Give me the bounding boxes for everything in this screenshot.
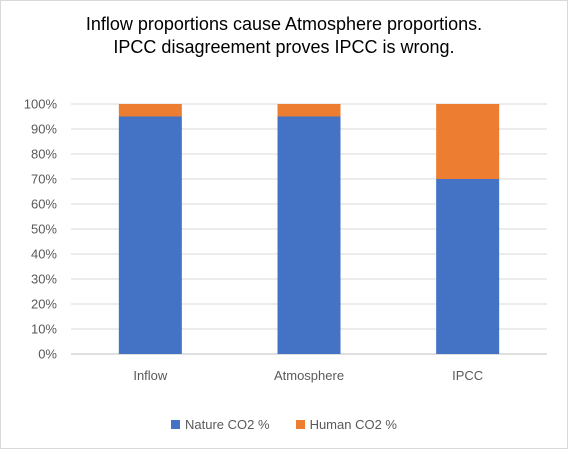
y-tick-label: 60% [31, 197, 57, 212]
legend-label-human: Human CO2 % [309, 417, 397, 432]
y-tick-label: 50% [31, 222, 57, 237]
x-tick-label: Atmosphere [274, 368, 344, 383]
bar-nature-inflow [118, 116, 182, 354]
bar-nature-ipcc [436, 179, 500, 354]
bar-human-inflow [118, 104, 182, 117]
y-tick-label: 80% [31, 147, 57, 162]
legend-swatch-nature [171, 420, 181, 429]
bar-human-atmosphere [277, 104, 341, 117]
y-tick-label: 0% [38, 347, 57, 362]
legend: Nature CO2 % Human CO2 % [1, 417, 567, 432]
x-tick-label: Inflow [133, 368, 168, 383]
x-tick-label: IPCC [452, 368, 483, 383]
bar-human-ipcc [436, 104, 500, 179]
chart-title-line-1: Inflow proportions cause Atmosphere prop… [85, 14, 483, 34]
chart-title-line-2: IPCC disagreement proves IPCC is wrong. [113, 37, 455, 57]
legend-swatch-human [295, 420, 305, 429]
y-tick-label: 100% [24, 97, 58, 112]
y-tick-label: 70% [31, 172, 57, 187]
y-tick-label: 10% [31, 322, 57, 337]
legend-item-nature: Nature CO2 % [171, 417, 270, 432]
bar-nature-atmosphere [277, 116, 341, 354]
chart-title: Inflow proportions cause Atmosphere prop… [1, 13, 567, 59]
legend-label-nature: Nature CO2 % [185, 417, 270, 432]
y-tick-label: 40% [31, 247, 57, 262]
y-tick-label: 30% [31, 272, 57, 287]
y-tick-label: 20% [31, 297, 57, 312]
legend-item-human: Human CO2 % [295, 417, 397, 432]
y-tick-label: 90% [31, 122, 57, 137]
